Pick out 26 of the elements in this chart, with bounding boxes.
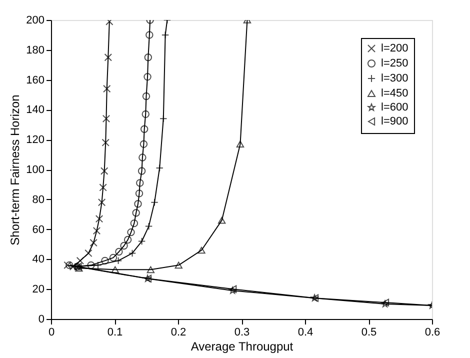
legend-label: l=300 [381,72,408,84]
y-tick-label: 100 [26,164,44,176]
y-tick-label: 60 [32,224,44,236]
y-tick-label: 80 [32,194,44,206]
y-axis-title: Short-term Fairness Horizon [8,94,22,246]
y-tick-label: 140 [26,104,44,116]
y-tick-label: 200 [26,14,44,26]
x-tick-label: 0.6 [424,326,440,338]
x-tick-label: 0 [48,326,55,338]
y-tick-label: 120 [26,134,44,146]
x-tick-label: 0.2 [170,326,186,338]
y-tick-label: 180 [26,44,44,56]
y-tick-label: 20 [32,284,44,296]
x-tick-label: 0.4 [298,326,314,338]
x-axis-title: Average Througput [190,340,294,354]
legend-label: l=900 [381,116,408,128]
x-tick-label: 0.1 [107,326,123,338]
y-tick-label: 0 [38,314,44,326]
legend-label: l=200 [381,42,408,54]
legend-label: l=450 [381,88,408,100]
y-tick-label: 160 [26,74,44,86]
legend-label: l=250 [381,58,408,70]
x-tick-label: 0.5 [361,326,377,338]
x-tick-label: 0.3 [234,326,250,338]
y-tick-label: 40 [32,254,44,266]
legend-label: l=600 [381,102,408,114]
